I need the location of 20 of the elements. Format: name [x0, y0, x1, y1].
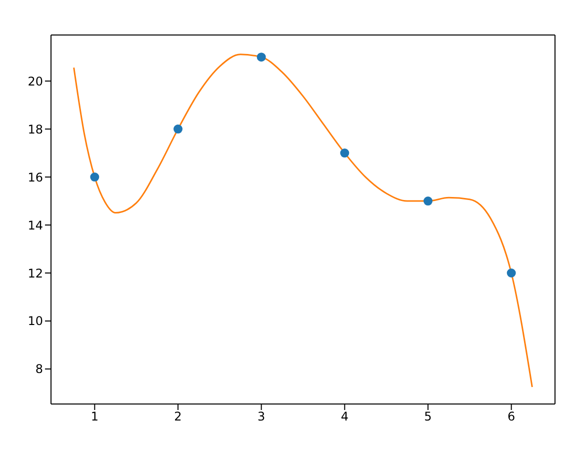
- x-tick-label: 1: [90, 410, 98, 424]
- y-tick-label: 10: [28, 314, 43, 328]
- y-tick-label: 12: [28, 266, 43, 280]
- y-tick-label: 14: [28, 218, 43, 232]
- y-tick-label: 20: [28, 74, 43, 88]
- line-series: [73, 54, 533, 388]
- point: [506, 268, 516, 278]
- x-tick-label: 3: [258, 410, 266, 424]
- point: [340, 148, 350, 158]
- x-tick-label: 5: [424, 410, 432, 424]
- point: [256, 52, 266, 62]
- x-tick-label: 4: [340, 410, 348, 424]
- y-tick-label: 8: [35, 362, 43, 376]
- point: [90, 172, 100, 182]
- x-tick-label: 6: [508, 410, 516, 424]
- y-tick-label: 18: [28, 122, 43, 136]
- y-tick-label: 16: [28, 170, 43, 184]
- point: [174, 124, 182, 134]
- point: [424, 196, 432, 206]
- x-tick-label: 2: [174, 410, 182, 424]
